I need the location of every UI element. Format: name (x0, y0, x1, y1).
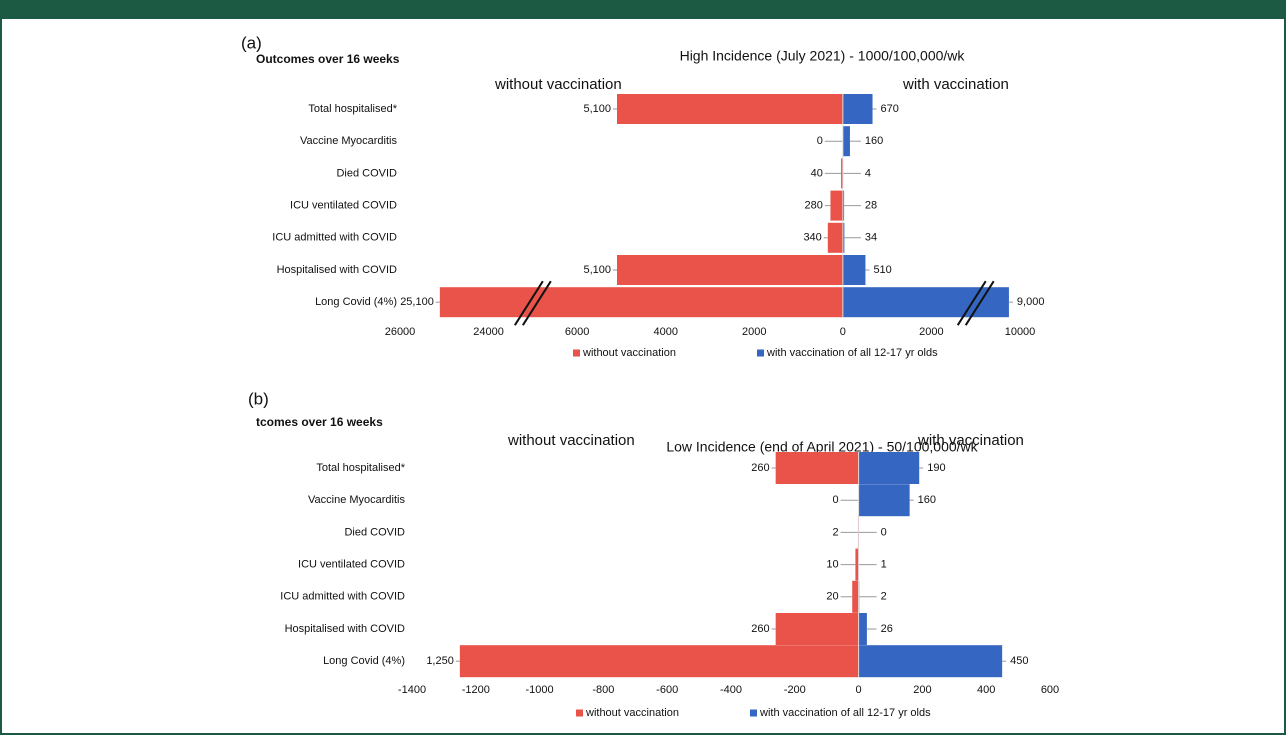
value-label: 26 (881, 623, 893, 635)
value-label: 160 (918, 494, 936, 506)
x-tick-label: 4000 (653, 326, 677, 338)
legend-swatch (576, 710, 583, 717)
value-label: 2 (881, 591, 887, 603)
category-label: Vaccine Myocarditis (300, 135, 397, 147)
bar (617, 255, 843, 285)
bar (440, 287, 843, 317)
legend-label: with vaccination of all 12-17 yr olds (766, 347, 938, 359)
x-tick-label: 6000 (565, 326, 589, 338)
value-label: 0 (881, 526, 887, 538)
top-band (0, 0, 1286, 18)
bar (843, 126, 850, 156)
x-tick-label: 400 (977, 684, 995, 696)
x-tick-label: 0 (840, 326, 846, 338)
value-label: 9,000 (1017, 296, 1045, 308)
left-label: without vaccination (507, 432, 635, 449)
legend-label: without vaccination (582, 347, 676, 359)
category-label: ICU admitted with COVID (272, 232, 397, 244)
bar (859, 484, 910, 516)
bar (859, 613, 867, 645)
x-tick-label: 0 (856, 684, 862, 696)
x-tick-label: 2000 (919, 326, 943, 338)
bar (859, 452, 920, 484)
legend-swatch (750, 710, 757, 717)
bar (617, 94, 843, 124)
value-label: 5,100 (583, 103, 611, 115)
category-label: ICU admitted with COVID (280, 591, 405, 603)
heading: tcomes over 16 weeks (256, 415, 383, 429)
value-label: 670 (881, 103, 899, 115)
value-label: 1,250 (426, 655, 454, 667)
panel-label: (b) (248, 389, 269, 408)
value-label: 28 (865, 200, 877, 212)
x-tick-label: 200 (913, 684, 931, 696)
panel-label: (a) (241, 33, 262, 52)
right-label: with vaccination (917, 432, 1024, 449)
bar (843, 94, 873, 124)
bar (859, 645, 1003, 677)
x-tick-label: 600 (1041, 684, 1059, 696)
value-label: 340 (803, 232, 821, 244)
x-tick-label: -800 (592, 684, 614, 696)
value-label: 0 (832, 494, 838, 506)
x-tick-label: 10000 (1005, 326, 1036, 338)
x-tick-label: 24000 (473, 326, 504, 338)
x-tick-label: -200 (784, 684, 806, 696)
x-tick-label: -400 (720, 684, 742, 696)
x-tick-label: 2000 (742, 326, 766, 338)
value-label: 0 (817, 135, 823, 147)
x-tick-label: -1400 (398, 684, 426, 696)
bar (830, 191, 842, 221)
bar (776, 613, 859, 645)
bar (828, 223, 843, 253)
value-label: 5,100 (583, 264, 611, 276)
legend-swatch (757, 350, 764, 357)
bar (843, 287, 1009, 317)
category-label: Died COVID (344, 526, 405, 538)
value-label: 260 (751, 462, 769, 474)
right-label: with vaccination (902, 76, 1009, 93)
value-label: 4 (865, 167, 871, 179)
category-label: Vaccine Myocarditis (308, 494, 405, 506)
left-label: without vaccination (494, 76, 622, 93)
value-label: 260 (751, 623, 769, 635)
category-label: Died COVID (336, 167, 397, 179)
bar (460, 645, 859, 677)
value-label: 1 (881, 559, 887, 571)
category-label: Total hospitalised* (316, 462, 405, 474)
value-label: 450 (1010, 655, 1028, 667)
category-label: ICU ventilated COVID (290, 200, 397, 212)
category-label: Hospitalised with COVID (277, 264, 397, 276)
value-label: 20 (826, 591, 838, 603)
value-label: 10 (826, 559, 838, 571)
legend-label: without vaccination (585, 707, 679, 719)
value-label: 510 (873, 264, 891, 276)
category-label: Total hospitalised* (308, 103, 397, 115)
legend-swatch (573, 350, 580, 357)
heading: Outcomes over 16 weeks (256, 52, 400, 66)
x-tick-label: 26000 (385, 326, 416, 338)
value-label: 160 (865, 135, 883, 147)
x-tick-label: -600 (656, 684, 678, 696)
value-label: 280 (804, 200, 822, 212)
value-label: 34 (865, 232, 877, 244)
chart-title: High Incidence (July 2021) - 1000/100,00… (680, 48, 966, 64)
value-label: 40 (811, 167, 823, 179)
value-label: 25,100 (400, 296, 434, 308)
x-tick-label: -1000 (526, 684, 554, 696)
frame (1, 18, 1285, 734)
x-tick-label: -1200 (462, 684, 490, 696)
category-label: Long Covid (4%) (323, 655, 405, 667)
legend-label: with vaccination of all 12-17 yr olds (759, 707, 931, 719)
category-label: Long Covid (4%) (315, 296, 397, 308)
value-label: 190 (927, 462, 945, 474)
bar (852, 581, 858, 613)
category-label: Hospitalised with COVID (285, 623, 405, 635)
bar (843, 255, 866, 285)
value-label: 2 (832, 526, 838, 538)
category-label: ICU ventilated COVID (298, 559, 405, 571)
bar (776, 452, 859, 484)
